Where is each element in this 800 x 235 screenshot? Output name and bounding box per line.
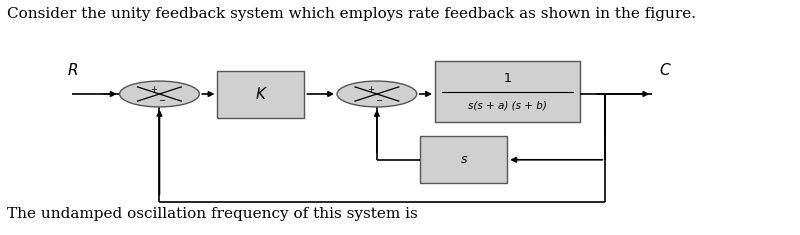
Text: The undamped oscillation frequency of this system is: The undamped oscillation frequency of th… — [7, 207, 418, 221]
Text: +: + — [150, 85, 157, 94]
Text: s: s — [461, 153, 467, 166]
FancyBboxPatch shape — [218, 70, 305, 118]
Text: Consider the unity feedback system which employs rate feedback as shown in the f: Consider the unity feedback system which… — [7, 7, 696, 21]
Text: +: + — [367, 85, 374, 94]
Text: −: − — [375, 97, 382, 106]
Circle shape — [337, 81, 417, 107]
Text: K: K — [256, 86, 266, 102]
Text: C: C — [659, 63, 670, 78]
Text: s(s + a) (s + b): s(s + a) (s + b) — [468, 101, 546, 111]
FancyBboxPatch shape — [420, 136, 507, 183]
Circle shape — [119, 81, 199, 107]
FancyBboxPatch shape — [435, 61, 580, 122]
Text: −: − — [158, 97, 165, 106]
Text: 1: 1 — [503, 72, 511, 85]
Text: R: R — [67, 63, 78, 78]
